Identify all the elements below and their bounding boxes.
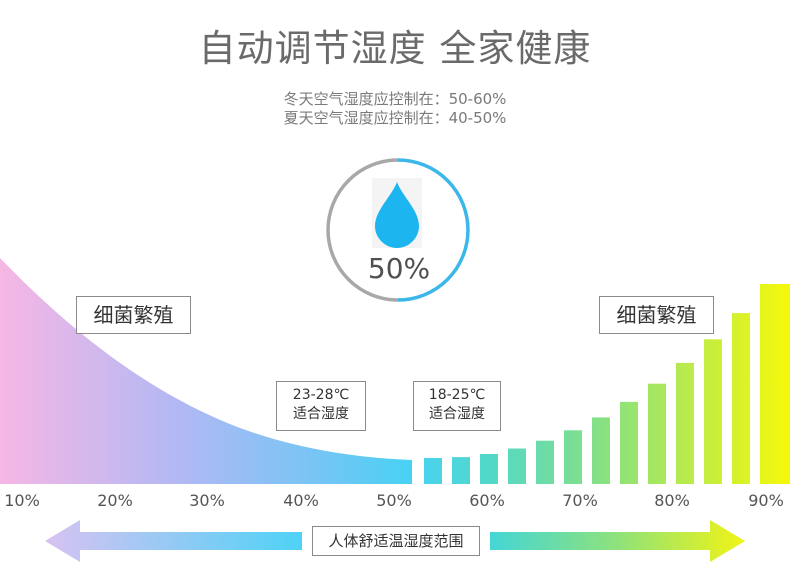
bacteria-growth-label-right: 细菌繁殖	[599, 296, 714, 334]
axis-tick: 30%	[189, 491, 225, 510]
axis-tick: 20%	[97, 491, 133, 510]
humidity-gauge	[326, 158, 470, 302]
range-arrow-left	[45, 520, 302, 562]
bacteria-growth-label-left: 细菌繁殖	[76, 296, 191, 334]
comfort-desc-right: 适合湿度	[429, 406, 485, 422]
axis-tick: 60%	[469, 491, 505, 510]
axis-tick: 10%	[4, 491, 40, 510]
axis-tick: 40%	[283, 491, 319, 510]
comfort-box-right: 18-25℃ 适合湿度	[413, 381, 501, 431]
humidity-bar	[592, 417, 610, 484]
axis-tick: 50%	[376, 491, 412, 510]
range-arrow-right	[490, 520, 745, 562]
water-drop-icon	[375, 182, 419, 248]
high-humidity-bars	[424, 284, 790, 484]
humidity-bar	[732, 313, 750, 484]
comfort-temp-right: 18-25℃	[428, 387, 486, 403]
humidity-bar	[676, 362, 694, 484]
comfort-desc-left: 适合湿度	[293, 406, 349, 422]
page-title: 自动调节湿度 全家健康	[198, 27, 592, 70]
humidity-bar	[480, 454, 498, 484]
axis-tick: 80%	[654, 491, 690, 510]
humidity-bar	[620, 401, 638, 484]
humidity-bar	[648, 383, 666, 484]
humidity-bar	[760, 284, 790, 484]
summer-humidity-note: 夏天空气湿度应控制在：40-50%	[283, 109, 507, 127]
humidity-bar	[452, 457, 470, 484]
comfort-range-label: 人体舒适温湿度范围	[312, 526, 480, 556]
axis-tick: 70%	[562, 491, 598, 510]
humidity-bar	[564, 430, 582, 484]
humidity-bar	[508, 448, 526, 484]
humidity-bar	[704, 339, 722, 484]
humidity-bar	[424, 458, 442, 484]
axis-tick: 90%	[748, 491, 784, 510]
humidity-value: 50%	[367, 252, 431, 285]
winter-humidity-note: 冬天空气湿度应控制在：50-60%	[283, 90, 507, 108]
low-humidity-curve	[0, 258, 412, 484]
comfort-temp-left: 23-28℃	[292, 387, 350, 403]
humidity-bar	[536, 440, 554, 484]
comfort-box-left: 23-28℃ 适合湿度	[276, 381, 366, 431]
